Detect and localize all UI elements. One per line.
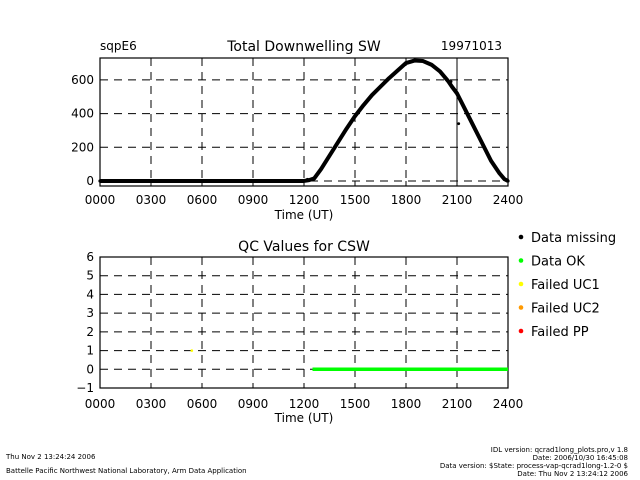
y-tick-label: 400: [71, 107, 94, 121]
data-point: [378, 85, 383, 89]
legend-item: Data missing: [518, 231, 616, 246]
legend-item: Failed UC1: [518, 278, 600, 293]
footer-idl-date: Date: 2006/10/30 16:45:08: [533, 454, 628, 462]
plot-frame: [99, 57, 509, 187]
legend-label: Data OK: [531, 255, 585, 270]
x-tick-label: 0000: [85, 193, 116, 207]
x-tick-label: 1500: [340, 193, 371, 207]
data-point: [489, 159, 493, 163]
x-tick-label: 1800: [391, 193, 422, 207]
data-point: [387, 76, 391, 80]
series-failed-uc1-point: [190, 349, 194, 352]
data-point: [506, 179, 510, 183]
data-point: [412, 58, 417, 63]
data-point: [455, 91, 459, 95]
y-tick-label: −1: [76, 381, 94, 395]
outlier-point: [306, 177, 309, 181]
outlier-point: [457, 122, 461, 126]
data-point: [370, 93, 374, 97]
qc-values-chart: QC Values for CSW Time (UT) 0000 0300 0600…: [76, 239, 523, 425]
legend-label: Failed UC2: [531, 302, 600, 317]
data-point: [302, 179, 306, 183]
footer: Thu Nov 2 13:24:24 2006 Battelle Pacific…: [5, 446, 629, 478]
chart-title-bottom: QC Values for CSW: [238, 239, 370, 255]
x-tick-label: 2400: [493, 397, 524, 411]
data-point: [319, 167, 323, 171]
legend-marker: [518, 234, 524, 240]
site-label: sqpE6: [100, 39, 137, 53]
data-point: [327, 154, 332, 158]
legend-item: Failed UC2: [518, 302, 600, 317]
data-point: [503, 177, 507, 181]
x-tick-label: 2400: [493, 193, 524, 207]
data-point: [421, 59, 425, 63]
data-point: [353, 114, 357, 118]
data-point: [361, 103, 366, 107]
x-tick-label: 0000: [85, 397, 116, 411]
footer-data-version: Data version: $State: process-vap-qcrad1…: [440, 462, 628, 470]
data-point: [472, 125, 476, 129]
x-tick-label: 1800: [391, 397, 422, 411]
legend: Data missing Data OK Failed UC1 Failed UC2 F…: [518, 231, 616, 340]
footer-org: Battelle Pacific Northwest National Labo…: [6, 467, 247, 475]
x-tick-label: 2100: [442, 193, 473, 207]
legend-item: Data OK: [518, 255, 585, 270]
chart-title-top: Total Downwelling SW: [226, 39, 381, 55]
x-tick-label: 0900: [238, 397, 269, 411]
x-tick-label: 1500: [340, 397, 371, 411]
y-tick-label: 6: [86, 250, 94, 264]
legend-marker: [518, 305, 524, 310]
x-axis-label-top: Time (UT): [274, 208, 334, 222]
y-tick-label: 5: [86, 269, 94, 283]
x-tick-label: 0300: [136, 397, 167, 411]
data-point: [497, 171, 502, 175]
data-point: [149, 179, 153, 183]
x-tick-label: 0900: [238, 193, 269, 207]
x-tick-label: 0300: [136, 193, 167, 207]
y-tick-label: 0: [86, 362, 94, 376]
data-point: [344, 127, 349, 131]
data-point: [98, 179, 102, 183]
data-point: [404, 61, 408, 65]
outlier-point: [449, 80, 453, 83]
data-point: [446, 79, 451, 84]
footer-data-date: Date: Thu Nov 2 13:24:12 2006: [517, 470, 628, 478]
data-point: [429, 63, 434, 67]
footer-idl-version: IDL version: qcrad1long_plots.pro,v 1.8: [491, 446, 628, 454]
y-tick-label: 0: [86, 174, 94, 188]
downwelling-sw-chart: sqpE6 Total Downwelling SW 19971013 Time…: [71, 39, 523, 222]
data-point: [438, 69, 442, 74]
y-tick-label: 2: [86, 325, 94, 339]
x-tick-label: 1200: [289, 397, 320, 411]
legend-marker: [518, 281, 524, 287]
legend-item: Failed PP: [518, 325, 589, 340]
x-tick-label: 1200: [289, 193, 320, 207]
legend-label: Failed UC1: [531, 278, 600, 293]
x-axis-label-bottom: Time (UT): [274, 411, 334, 425]
data-point: [312, 176, 316, 181]
date-label: 19971013: [441, 39, 502, 53]
data-point: [336, 140, 340, 144]
footer-timestamp: Thu Nov 2 13:24:24 2006: [5, 453, 96, 461]
y-tick-label: 3: [86, 306, 94, 320]
y-tick-label: 600: [71, 73, 94, 87]
data-point: [251, 179, 255, 183]
legend-marker: [518, 258, 524, 263]
data-point: [463, 108, 468, 112]
data-point: [450, 85, 454, 89]
x-tick-label: 2100: [442, 397, 473, 411]
y-tick-label: 200: [71, 140, 94, 154]
data-point: [395, 69, 400, 73]
data-point: [480, 142, 485, 146]
y-tick-label: 4: [86, 287, 94, 301]
data-point: [200, 179, 204, 183]
legend-label: Data missing: [531, 231, 616, 246]
y-tick-label: 1: [86, 344, 94, 358]
plot-frame: [99, 256, 509, 389]
legend-marker: [518, 328, 524, 334]
x-tick-label: 0600: [187, 193, 218, 207]
x-tick-label: 0600: [187, 397, 218, 411]
legend-label: Failed PP: [531, 325, 589, 340]
